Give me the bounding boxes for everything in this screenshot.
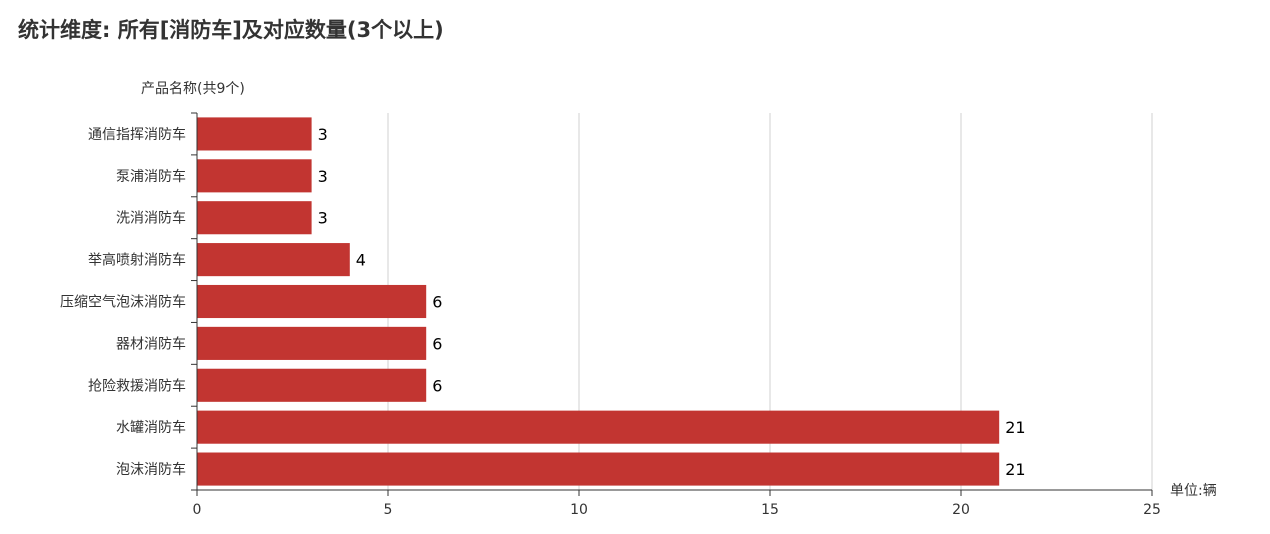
category-label: 水罐消防车 [116,419,186,436]
bar-value-label: 6 [432,293,442,312]
bar [197,368,427,402]
bar-value-label: 21 [1005,418,1025,437]
data-labels: 3 3 3 4 6 6 6 21 21 [318,125,1026,479]
x-axis-title: 单位:辆 [1170,483,1217,499]
bar [197,201,312,235]
bar-value-label: 3 [318,167,328,186]
x-tick-label: 25 [1143,502,1161,518]
category-label: 举高喷射消防车 [88,252,186,269]
bar [197,243,350,277]
category-label: 压缩空气泡沫消防车 [60,294,186,311]
x-tick-label: 15 [761,502,779,518]
y-axis: 通信指挥消防车泵浦消防车洗消消防车举高喷射消防车压缩空气泡沫消防车器材消防车抢险… [60,112,198,491]
x-tick-label: 10 [570,502,588,518]
x-tick-label: 5 [384,502,393,518]
bar-value-label: 6 [432,376,442,395]
bar [197,117,312,151]
bar [197,284,427,319]
category-label: 器材消防车 [116,335,186,352]
bar [197,326,427,360]
bar-value-label: 21 [1005,460,1025,479]
x-tick-label: 20 [952,502,970,518]
category-label: 泵浦消防车 [116,168,186,185]
category-label: 洗消消防车 [116,210,186,227]
bar-value-label: 4 [356,251,366,270]
bar-value-label: 3 [318,125,328,144]
category-label: 泡沫消防车 [116,461,186,478]
bar [197,410,1000,444]
bars [197,117,1000,486]
y-axis-title: 产品名称(共9个) [141,81,245,97]
x-axis: 0 5 10 15 20 25 [193,489,1161,518]
chart-title: 统计维度: 所有[消防车]及对应数量(3个以上) [18,18,444,42]
category-label: 抢险救援消防车 [88,377,186,394]
bar-value-label: 3 [318,209,328,228]
bar [197,452,1000,486]
x-tick-label: 0 [193,502,202,518]
bar-value-label: 6 [432,334,442,353]
category-label: 通信指挥消防车 [88,126,186,143]
bar [197,159,312,193]
